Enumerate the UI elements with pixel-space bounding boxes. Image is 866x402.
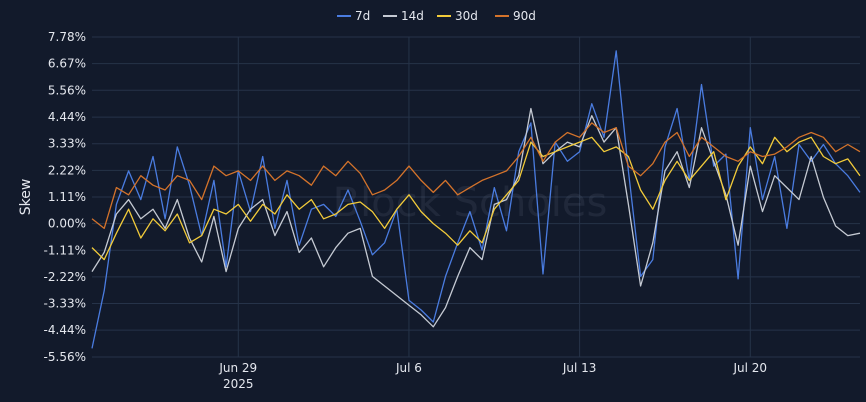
- x-tick-label: Jun 29: [218, 361, 257, 375]
- x-tick-label: Jul 13: [562, 361, 597, 375]
- legend-label: 14d: [401, 9, 424, 23]
- x-axis: Jun 29 2025 Jul 6 Jul 13 Jul 20: [218, 361, 767, 391]
- legend-label: 90d: [513, 9, 536, 23]
- legend-item-7d[interactable]: 7d: [337, 9, 370, 23]
- x-tick-label: Jul 20: [733, 361, 768, 375]
- y-tick-label: 4.44%: [48, 110, 86, 124]
- legend-label: 7d: [355, 9, 370, 23]
- y-axis: 7.78% 6.67% 5.56% 4.44% 3.33% 2.22% 1.11% 0.00%…: [44, 30, 86, 364]
- y-tick-label: 6.67%: [48, 57, 86, 71]
- y-tick-label: 5.56%: [48, 83, 86, 97]
- series-line-90d: [91, 122, 861, 230]
- y-tick-label: 2.22%: [48, 163, 86, 177]
- y-tick-label: -1.11%: [44, 243, 86, 257]
- legend-label: 30d: [455, 9, 478, 23]
- series-line-7d: [91, 50, 861, 349]
- y-tick-label: -2.22%: [44, 270, 86, 284]
- series-line-14d: [91, 107, 861, 328]
- series-lines: [91, 50, 861, 349]
- y-tick-label: -3.33%: [44, 297, 86, 311]
- x-tick-sublabel: 2025: [223, 377, 254, 391]
- y-axis-label: Skew: [18, 179, 34, 216]
- y-tick-label: -5.56%: [44, 350, 86, 364]
- y-tick-label: 1.11%: [48, 190, 86, 204]
- legend-item-90d[interactable]: 90d: [495, 9, 536, 23]
- legend-item-30d[interactable]: 30d: [437, 9, 478, 23]
- legend: 7d 14d 30d 90d: [337, 9, 536, 23]
- y-tick-label: 3.33%: [48, 137, 86, 151]
- y-tick-label: 7.78%: [48, 30, 86, 44]
- y-tick-label: 0.00%: [48, 217, 86, 231]
- x-tick-label: Jul 6: [395, 361, 422, 375]
- y-tick-label: -4.44%: [44, 323, 86, 337]
- legend-item-14d[interactable]: 14d: [383, 9, 424, 23]
- series-line-30d: [91, 136, 861, 261]
